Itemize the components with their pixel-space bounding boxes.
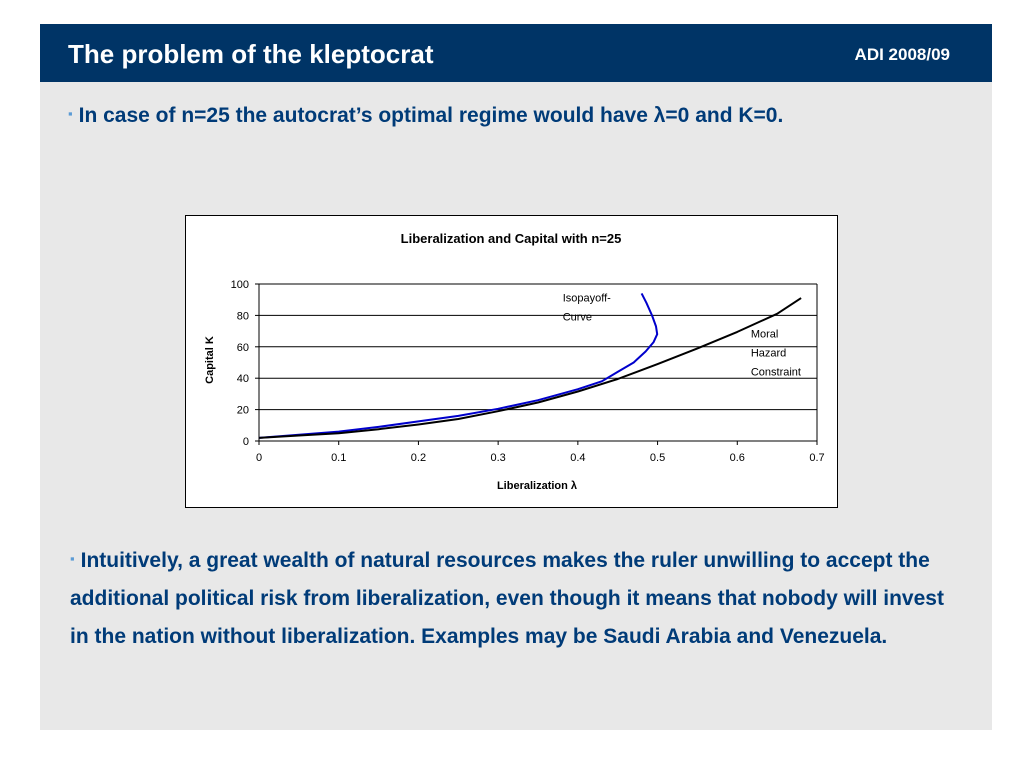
chart: Liberalization and Capital with n=25 Lib… (185, 215, 838, 508)
slide-title: The problem of the kleptocrat (68, 39, 434, 69)
tick-labels: 0 20 40 60 80 100 0 0.1 0.2 0.3 0.4 0.5 0.6 0.7 (231, 279, 825, 464)
x-axis-label: Liberalization λ (497, 480, 577, 492)
tick-label-y: 20 (237, 405, 249, 417)
tick-label-x: 0.7 (809, 452, 824, 464)
series-label-moral-hazard: Moral (751, 328, 779, 340)
series-line-moral-hazard (258, 297, 802, 439)
series-label-isopayoff: Curve (563, 311, 592, 323)
tick-label-y: 40 (237, 373, 249, 385)
bullet-point-1: ▪ In case of n=25 the autocrat’s optimal … (68, 104, 783, 128)
series-label-moral-hazard: Constraint (751, 366, 801, 378)
axes (255, 283, 818, 445)
tick-label-y: 0 (243, 436, 249, 448)
tick-label-x: 0.1 (331, 452, 346, 464)
chart-title: Liberalization and Capital with n=25 (401, 231, 622, 246)
y-axis-label: Capital K (204, 336, 216, 384)
series-labels: Isopayoff- Curve Moral Hazard Constraint (563, 292, 801, 378)
bullet-point-2: ▪ Intuitively, a great wealth of natural … (70, 540, 950, 656)
tick-label-x: 0.5 (650, 452, 665, 464)
bullet-marker-icon: ▪ (68, 106, 73, 121)
bullet-2-text: Intuitively, a great wealth of natural r… (70, 549, 944, 648)
series-label-isopayoff: Isopayoff- (563, 292, 611, 304)
tick-label-y: 100 (231, 279, 249, 291)
series-label-moral-hazard: Hazard (751, 347, 786, 359)
tick-label-x: 0.6 (730, 452, 745, 464)
title-bar: The problem of the kleptocrat ADI 2008/0… (40, 24, 992, 82)
gridlines (259, 283, 817, 411)
series-line-isopayoff (258, 292, 659, 439)
tick-label-x: 0.4 (570, 452, 585, 464)
series-lines (258, 292, 802, 439)
chart-svg: Liberalization and Capital with n=25 Lib… (204, 231, 825, 492)
tick-label-y: 60 (237, 342, 249, 354)
bullet-marker-icon: ▪ (70, 551, 75, 566)
bullet-1-text: In case of n=25 the autocrat’s optimal r… (78, 104, 784, 127)
course-label: ADI 2008/09 (854, 45, 950, 64)
tick-label-x: 0.3 (490, 452, 505, 464)
tick-label-x: 0.2 (411, 452, 426, 464)
slide: The problem of the kleptocrat ADI 2008/0… (40, 24, 992, 730)
tick-label-x: 0 (256, 452, 262, 464)
tick-label-y: 80 (237, 310, 249, 322)
